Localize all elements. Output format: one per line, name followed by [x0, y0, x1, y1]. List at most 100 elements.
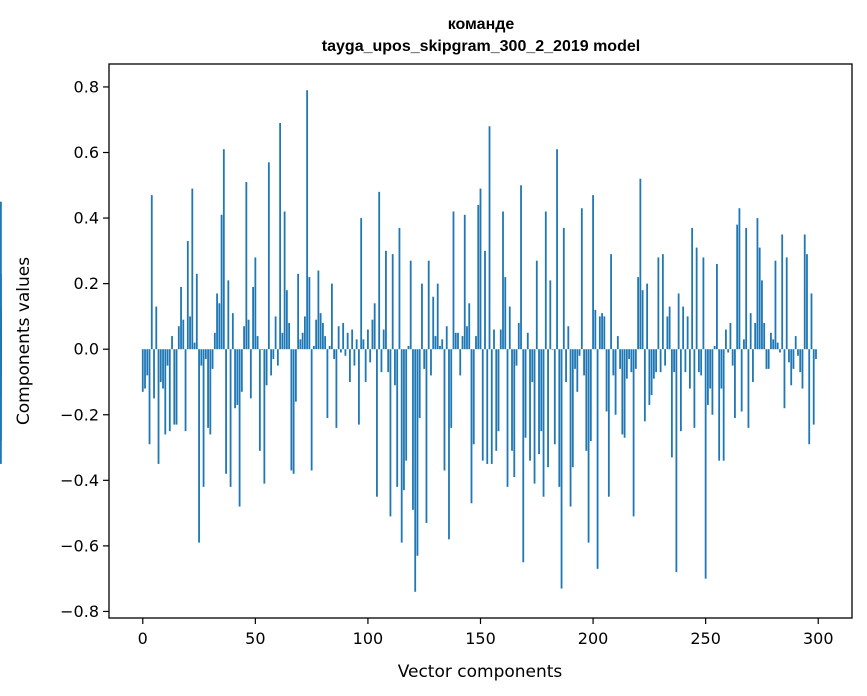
bar	[596, 349, 599, 569]
x-tick-label: 300	[803, 629, 834, 648]
bar	[405, 349, 408, 461]
bar	[452, 211, 455, 350]
bar	[0, 345, 2, 350]
bar	[337, 326, 340, 350]
x-tick-label: 50	[245, 629, 265, 648]
bar	[614, 349, 617, 415]
bar	[490, 349, 493, 464]
bars-group	[0, 90, 817, 592]
bar	[355, 339, 358, 350]
bar	[542, 349, 545, 497]
bar	[587, 349, 590, 543]
bar	[556, 149, 558, 350]
bar	[607, 349, 610, 497]
bar	[716, 263, 718, 350]
bar	[664, 349, 667, 366]
bar	[511, 349, 513, 451]
bar	[321, 322, 324, 350]
bar	[745, 227, 748, 350]
bar	[513, 349, 516, 478]
bar	[391, 254, 394, 350]
bar	[195, 273, 198, 350]
bar	[788, 349, 790, 363]
bar	[754, 322, 757, 350]
bar	[734, 349, 736, 419]
bar	[495, 349, 498, 451]
bar	[718, 349, 721, 461]
bar	[148, 349, 151, 445]
bar	[301, 332, 304, 350]
bar	[168, 349, 171, 432]
bar	[749, 313, 752, 350]
bar	[326, 349, 329, 419]
bar	[493, 329, 495, 350]
bar	[601, 313, 603, 350]
bar	[184, 349, 187, 432]
bar	[294, 349, 297, 402]
bar	[515, 349, 518, 366]
bar	[409, 260, 412, 350]
bar	[274, 316, 277, 350]
chart-title-line1: команде	[448, 16, 515, 33]
bar	[193, 342, 196, 350]
bar	[673, 349, 676, 373]
bar	[767, 349, 770, 369]
bar	[632, 349, 635, 517]
bar	[682, 306, 685, 350]
bar	[463, 214, 466, 350]
bar	[459, 349, 462, 376]
bar	[430, 349, 432, 376]
bar	[218, 303, 221, 350]
bar	[657, 257, 660, 350]
bar	[502, 211, 504, 350]
bar	[522, 349, 525, 563]
bar	[369, 349, 372, 363]
bar	[783, 349, 786, 409]
bar	[806, 254, 808, 350]
bar	[598, 316, 601, 350]
bar	[677, 293, 680, 350]
bar	[191, 188, 194, 350]
bar	[340, 349, 342, 353]
bar	[815, 349, 817, 360]
bar	[328, 345, 331, 350]
bar	[603, 316, 606, 350]
bar	[675, 349, 678, 573]
bar	[261, 349, 263, 350]
bar	[166, 349, 169, 366]
bar	[743, 339, 745, 350]
bar	[182, 319, 185, 350]
bar	[342, 322, 345, 350]
bar	[211, 349, 214, 369]
bar	[479, 188, 482, 350]
bar	[655, 349, 658, 373]
bar	[713, 345, 716, 350]
bar	[725, 329, 727, 350]
bar	[432, 296, 435, 350]
bar	[225, 349, 227, 474]
bar	[544, 211, 547, 350]
bar	[810, 293, 813, 350]
bar	[213, 332, 216, 350]
y-tick-label: −0.4	[60, 471, 99, 490]
bar	[763, 322, 766, 350]
x-axis-ticks: 0 50 100 150 200 250 300	[138, 618, 834, 648]
bar	[650, 349, 653, 396]
bar	[207, 349, 209, 428]
bar	[398, 227, 401, 350]
bar	[353, 349, 356, 366]
bar	[508, 306, 511, 350]
bar	[761, 280, 763, 350]
bar	[227, 280, 230, 350]
bar	[364, 349, 367, 382]
bar	[0, 349, 2, 464]
bar	[594, 309, 597, 350]
bar	[238, 349, 241, 507]
bar	[688, 349, 691, 389]
bar	[180, 286, 182, 350]
y-tick-label: 0.2	[74, 274, 99, 293]
bar	[547, 349, 549, 468]
bar	[288, 322, 291, 350]
bar	[661, 254, 664, 350]
